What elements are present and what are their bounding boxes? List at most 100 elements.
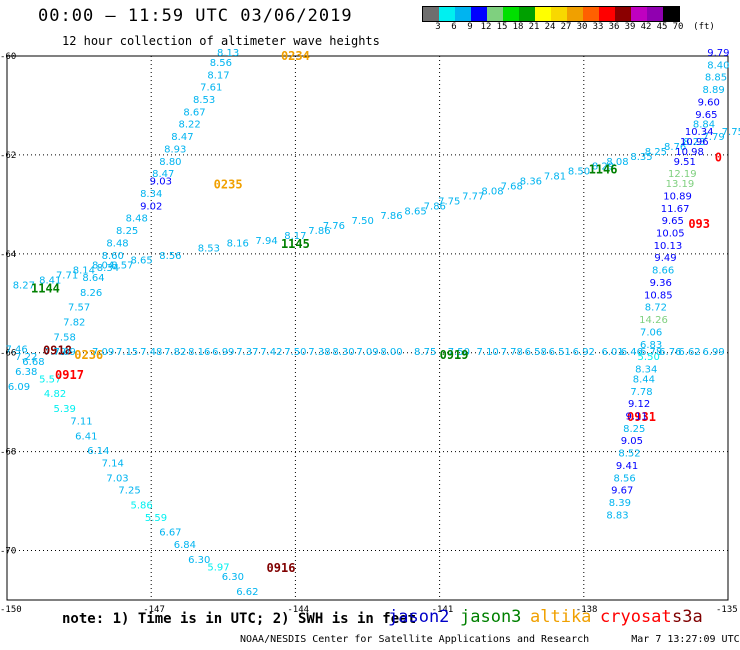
wave-height-value: 7.22	[15, 352, 37, 363]
colorbar-swatch	[455, 7, 471, 21]
credit-text: NOAA/NESDIS Center for Satellite Applica…	[240, 634, 590, 645]
wave-height-value: 8.40	[707, 60, 729, 71]
wave-height-value: 7.79	[44, 347, 66, 358]
page-subtitle: 12 hour collection of altimeter wave hei…	[62, 34, 380, 48]
wave-height-value: 10.98	[675, 147, 704, 158]
wave-height-value: 8.08	[606, 157, 628, 168]
track-0234: 9.038.478.808.938.478.228.678.537.618.17…	[150, 48, 310, 188]
colorbar-swatch	[551, 7, 567, 21]
colorbar-label: 12	[480, 22, 492, 32]
colorbar-unit: (ft)	[693, 22, 715, 32]
wave-height-value: 7.09	[92, 347, 114, 358]
wave-height-value: 9.65	[662, 216, 684, 227]
wave-height-value: 5.50	[638, 352, 660, 363]
wave-height-value: 8.56	[614, 473, 636, 484]
wave-height-value: 8.16	[188, 347, 210, 358]
wave-height-value: 8.47	[152, 169, 174, 180]
track-1144: 8.27 8.417.718.14 8.348.578.65 8.568.53 8.16…	[13, 127, 740, 295]
wave-height-value: 8.16	[227, 238, 249, 249]
wave-height-value: 8.17	[284, 231, 306, 242]
wave-height-value: 7.06	[640, 327, 662, 338]
wave-height-value: 8.60	[102, 251, 124, 262]
colorbar-swatch	[503, 7, 519, 21]
pass-time-label: 1144	[31, 281, 60, 295]
wave-height-value: 7.86	[308, 226, 330, 237]
wave-height-value: 8.56	[159, 251, 181, 262]
wave-height-value: 8.41	[39, 275, 61, 286]
wave-height-value: 7.82	[164, 347, 186, 358]
wave-height-value: 7.81	[544, 172, 566, 183]
longitude-tick-label: -150	[0, 605, 22, 615]
wave-height-value: 9.11	[626, 411, 648, 422]
wave-height-value: 6.68	[22, 357, 44, 368]
wave-height-value: 7.14	[102, 458, 124, 469]
wave-height-value: 6.76	[659, 347, 681, 358]
wave-height-value: 7.25	[118, 486, 140, 497]
legend-cryosat: cryosat	[600, 607, 672, 627]
colorbar-label: 39	[624, 22, 636, 32]
wave-height-value: 6.41	[75, 431, 97, 442]
wave-height-value: 9.03	[150, 177, 172, 188]
wave-height-value: 8.84	[693, 120, 715, 131]
wave-height-value: 8.13	[217, 48, 239, 59]
wave-height-value: 12.19	[668, 169, 697, 180]
colorbar-label: 18	[512, 22, 524, 32]
wave-height-value: 6.99	[212, 347, 234, 358]
pass-time-label: 0917	[55, 368, 84, 382]
wave-height-value: 9.51	[674, 157, 696, 168]
colorbar-label: 45	[656, 22, 668, 32]
wave-height-value: 8.89	[702, 85, 724, 96]
wave-height-value: 6.62	[236, 587, 258, 598]
wave-height-value: 6.30	[222, 572, 244, 583]
wave-height-value: 8.48	[106, 238, 128, 249]
wave-height-value: 6.84	[174, 540, 196, 551]
wave-height-value: 8.26	[80, 288, 102, 299]
wave-height-value: 10.13	[654, 241, 683, 252]
wave-height-value: 13.19	[666, 179, 695, 190]
page-title: 00:00 — 11:59 UTC 03/06/2019	[38, 6, 353, 26]
wave-height-value: 7.75	[438, 196, 460, 207]
wave-height-value: 8.52	[618, 449, 640, 460]
wave-height-value: 6.67	[159, 528, 181, 539]
longitude-tick-label: -135	[716, 605, 738, 615]
wave-height-value: 7.03	[106, 473, 128, 484]
wave-height-value: 6.51	[549, 347, 571, 358]
wave-height-value: 11.67	[661, 204, 690, 215]
wave-height-value: 7.82	[63, 318, 85, 329]
track-jason2-east: 9.798.408.858.899.609.658.8410.3410.9610…	[606, 48, 729, 521]
wave-height-value: 9.05	[621, 436, 643, 447]
wave-height-value: 7.78	[501, 347, 523, 358]
pass-time-label: 0236	[74, 348, 103, 362]
wave-height-value: 6.01	[602, 347, 624, 358]
wave-height-value: 5.39	[54, 404, 76, 415]
wave-height-value: 7.37	[236, 347, 258, 358]
colorbar-swatch	[423, 7, 439, 21]
wave-height-value: 9.41	[616, 461, 638, 472]
wave-height-value: 7.94	[255, 236, 277, 247]
colorbar-swatch	[647, 7, 663, 21]
colorbar-label: 6	[451, 22, 457, 32]
units-note: note: 1) Time is in UTC; 2) SWH is in fe…	[62, 611, 417, 627]
wave-height-value: 6.30	[188, 555, 210, 566]
wave-height-value: 5.97	[207, 562, 229, 573]
wave-height-value: 8.48	[126, 214, 148, 225]
wave-height-value: 8.57	[111, 261, 133, 272]
wave-height-value: 7.57	[68, 303, 90, 314]
colorbar-swatch	[583, 7, 599, 21]
colorbar-label: 21	[528, 22, 540, 32]
pass-time-label: 1146	[589, 163, 618, 177]
colorbar-swatch	[487, 7, 503, 21]
legend-s3a: s3a	[672, 607, 703, 627]
wave-height-value: 8.08	[481, 186, 503, 197]
track-0916: 6.38 6.09 5.57 4.82 5.397.11 6.41 6.147.14 7.03…	[8, 367, 296, 598]
wave-height-value: 8.36	[520, 177, 542, 188]
wave-height-value: 8.85	[705, 73, 727, 84]
wave-height-value: 10.89	[663, 191, 692, 202]
track-0235: 8.349.028.488.258.488.608.048.648.267.57…	[44, 178, 243, 359]
latitude-tick-label: -60	[0, 52, 16, 62]
wave-height-colorbar	[422, 6, 680, 22]
track-0929: 0	[715, 150, 722, 164]
latitude-tick-label: -66	[0, 349, 16, 359]
colorbar-swatch	[471, 7, 487, 21]
wave-height-value: 7.77	[462, 191, 484, 202]
